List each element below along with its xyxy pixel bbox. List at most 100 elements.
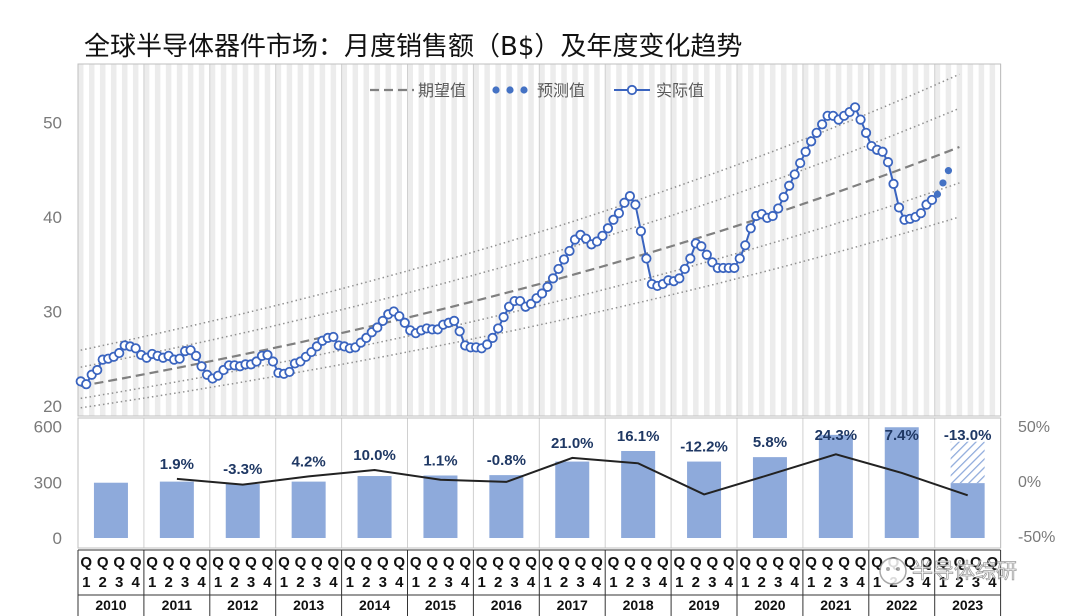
quarter-number: 1 bbox=[609, 574, 617, 591]
month-stripe bbox=[88, 64, 95, 416]
actual-point bbox=[893, 202, 905, 213]
quarter-number: 4 bbox=[659, 574, 668, 591]
month-stripe bbox=[627, 64, 633, 416]
month-stripe bbox=[220, 64, 227, 416]
year-label: 2022 bbox=[886, 597, 917, 613]
month-stripe bbox=[758, 64, 765, 416]
quarter-number: 3 bbox=[840, 574, 848, 591]
actual-point bbox=[860, 127, 872, 138]
y-tick-label: 50 bbox=[43, 114, 62, 133]
yoy-data-label: 16.1% bbox=[617, 428, 660, 445]
actual-point bbox=[608, 214, 619, 225]
quarter-letter: Q bbox=[179, 554, 191, 571]
month-stripe bbox=[528, 64, 534, 416]
quarter-number: 4 bbox=[922, 574, 931, 591]
yoy-data-label: -13.0% bbox=[944, 427, 992, 444]
quarter-letter: Q bbox=[789, 554, 801, 571]
quarter-number: 1 bbox=[873, 574, 881, 591]
legend-forecast-label: 预测值 bbox=[537, 81, 585, 100]
actual-point bbox=[449, 315, 460, 326]
quarter-number: 4 bbox=[395, 574, 404, 591]
forecast-point bbox=[939, 179, 947, 187]
quarter-number: 4 bbox=[790, 574, 799, 591]
actual-point bbox=[602, 223, 614, 234]
quarter-letter: Q bbox=[624, 554, 636, 571]
legend-actual-swatch-point bbox=[626, 84, 638, 96]
actual-point bbox=[377, 315, 388, 326]
year-label: 2018 bbox=[623, 597, 654, 613]
quarter-number: 3 bbox=[445, 574, 453, 591]
quarter-letter: Q bbox=[80, 554, 92, 571]
yoy-data-label: -12.2% bbox=[680, 439, 728, 456]
month-stripe bbox=[209, 64, 216, 416]
quarter-number: 4 bbox=[593, 574, 602, 591]
forecast-point bbox=[933, 190, 942, 198]
quarter-number: 4 bbox=[461, 574, 470, 591]
actual-point bbox=[734, 253, 745, 264]
month-stripe bbox=[363, 64, 370, 416]
actual-point bbox=[547, 273, 559, 284]
actual-point bbox=[130, 343, 141, 354]
top-panel-frame bbox=[77, 63, 1002, 417]
quarter-number: 3 bbox=[379, 574, 387, 591]
quarter-letter: Q bbox=[937, 554, 949, 571]
bar-forecast-portion bbox=[950, 441, 985, 484]
month-stripe bbox=[121, 64, 128, 416]
actual-point bbox=[372, 322, 383, 333]
month-stripe bbox=[846, 64, 853, 416]
quarter-number: 1 bbox=[543, 574, 551, 591]
month-stripe bbox=[835, 64, 842, 416]
actual-point bbox=[454, 326, 465, 337]
month-stripe bbox=[297, 64, 304, 416]
quarter-number: 2 bbox=[164, 574, 172, 591]
month-stripe bbox=[484, 64, 490, 416]
quarter-letter: Q bbox=[970, 554, 982, 571]
legend: 期望值 预测值 实际值 bbox=[370, 81, 704, 100]
legend-forecast-swatch bbox=[506, 86, 514, 94]
bar bbox=[687, 461, 722, 538]
month-stripe bbox=[319, 64, 326, 416]
quarter-letter: Q bbox=[344, 554, 356, 571]
month-stripe bbox=[132, 64, 139, 416]
quarter-number: 1 bbox=[82, 574, 90, 591]
quarter-letter: Q bbox=[706, 554, 718, 571]
month-stripe bbox=[561, 64, 567, 416]
quarter-number: 4 bbox=[725, 574, 734, 591]
month-stripe bbox=[451, 64, 457, 416]
month-stripe bbox=[308, 64, 315, 416]
quarter-number: 1 bbox=[280, 574, 288, 591]
quarter-number: 1 bbox=[741, 574, 749, 591]
month-stripe bbox=[264, 64, 271, 416]
quarter-letter: Q bbox=[657, 554, 669, 571]
actual-point bbox=[536, 288, 548, 299]
actual-point bbox=[877, 146, 888, 157]
quarter-number: 3 bbox=[247, 574, 255, 591]
bar bbox=[818, 434, 853, 538]
quarter-letter: Q bbox=[805, 554, 817, 571]
quarter-letter: Q bbox=[295, 554, 307, 571]
quarter-number: 2 bbox=[823, 574, 831, 591]
quarter-letter: Q bbox=[739, 554, 751, 571]
month-stripe bbox=[396, 64, 403, 416]
actual-point bbox=[498, 312, 509, 323]
month-stripe bbox=[890, 64, 897, 416]
quarter-letter: Q bbox=[492, 554, 504, 571]
bar-y-tick-label: 600 bbox=[34, 418, 62, 437]
quarter-number: 3 bbox=[642, 574, 650, 591]
band-line bbox=[80, 107, 960, 368]
year-label: 2021 bbox=[820, 597, 851, 613]
yoy-data-label: 10.0% bbox=[353, 447, 396, 464]
bottom-panel-background bbox=[77, 417, 1002, 549]
month-stripe bbox=[99, 64, 106, 416]
yoy-data-label: 21.0% bbox=[551, 435, 594, 452]
quarter-number: 1 bbox=[675, 574, 683, 591]
yoy-y-tick-label: 50% bbox=[1018, 419, 1050, 436]
quarter-number: 3 bbox=[906, 574, 914, 591]
quarter-number: 2 bbox=[692, 574, 700, 591]
quarter-number: 3 bbox=[972, 574, 980, 591]
watermark-icon-dot bbox=[886, 567, 890, 571]
month-stripe bbox=[407, 64, 413, 416]
month-stripe bbox=[495, 64, 501, 416]
quarter-number: 4 bbox=[988, 574, 997, 591]
quarter-number: 2 bbox=[230, 574, 238, 591]
